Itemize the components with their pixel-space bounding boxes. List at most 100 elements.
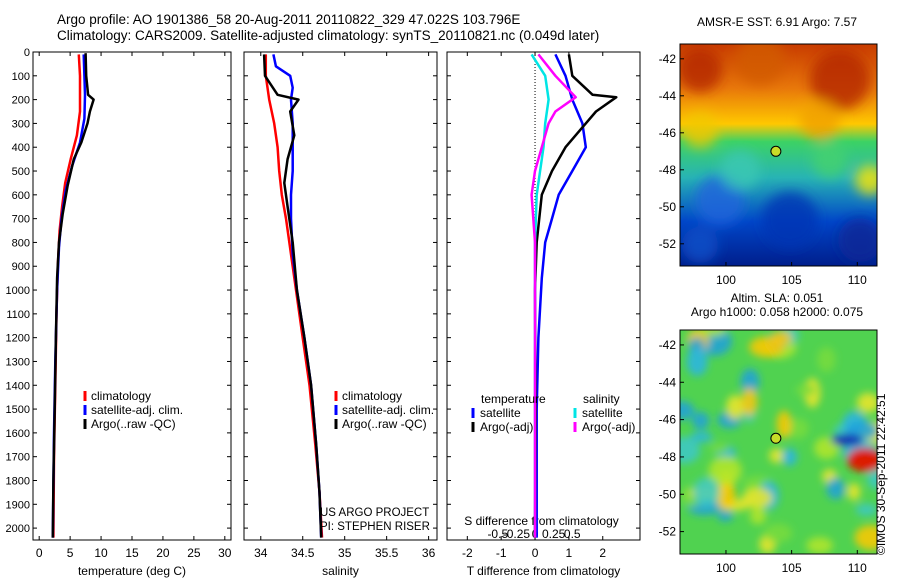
sla-texture-blob [749, 507, 767, 525]
sla-texture-blob [856, 392, 877, 413]
sla-texture-blob [855, 503, 877, 516]
sla_map-xtick-label: 100 [716, 561, 736, 575]
depth-tick-label: 800 [12, 237, 30, 249]
sla-texture-blob [782, 448, 798, 466]
difference-xtick-label: -1 [496, 546, 507, 560]
sla-texture-blob [716, 481, 736, 510]
header-title-line2: Climatology: CARS2009. Satellite-adjuste… [57, 28, 600, 43]
temperature-xlabel: temperature (deg C) [78, 564, 186, 578]
sst-texture-blob [762, 192, 818, 248]
salinity-xlabel: salinity [322, 564, 359, 578]
sla_map-ytick-label: -52 [659, 525, 677, 539]
salinity-xtick-label: 36 [422, 546, 436, 560]
sst-texture-blob [682, 227, 718, 263]
depth-tick-label: 1100 [6, 309, 30, 321]
sst_map-ytick-label: -48 [659, 163, 677, 177]
sst_map-ytick-label: -50 [659, 200, 677, 214]
difference-legend-label: Argo(-adj) [582, 420, 635, 434]
sla_map-xtick-label: 110 [848, 561, 867, 575]
difference-legend-label: satellite [582, 406, 623, 420]
sla-texture-blob [691, 411, 710, 430]
difference-xtick-label: 0 [532, 546, 539, 560]
salinity-diff-tick-label: -0.5 [487, 527, 508, 541]
sla-texture-blob [854, 525, 877, 551]
sst_map-xtick-label: 110 [848, 273, 867, 287]
temperature-legend-label: satellite-adj. clim. [91, 403, 183, 417]
sla-texture-blob [709, 442, 730, 454]
depth-tick-label: 1900 [6, 499, 30, 511]
depth-tick-label: 500 [12, 166, 30, 178]
sla-texture-blob [795, 384, 817, 396]
sst_map-ytick-label: -52 [659, 237, 677, 251]
salinity-xtick-label: 34 [254, 546, 268, 560]
temperature-xtick-label: 0 [36, 546, 43, 560]
sst_map-ytick-label: -44 [659, 89, 677, 103]
sst-texture-blob [735, 44, 785, 85]
salinity-legend-label: satellite-adj. clim. [342, 403, 434, 417]
sst-texture-blob [682, 112, 718, 148]
sst_map-ytick-label: -46 [659, 126, 677, 140]
sla-texture-blob [817, 346, 836, 373]
sla-texture-blob [787, 418, 809, 439]
salinity-plot-frame [243, 51, 438, 541]
sla_map-ytick-label: -44 [659, 375, 677, 389]
sla-texture-blob [741, 488, 773, 509]
sla-texture-blob [806, 537, 833, 554]
sst-texture [680, 44, 877, 263]
depth-tick-label: 1300 [6, 356, 30, 368]
sla-texture-blob [826, 477, 845, 500]
sla-texture-blob [698, 330, 726, 337]
difference-xtick-label: 2 [599, 546, 606, 560]
sla-texture-blob [769, 448, 784, 464]
sst-texture-blob [720, 150, 760, 190]
sst-texture-blob [838, 218, 877, 262]
sst-texture-blob [812, 142, 848, 178]
sla-texture [680, 330, 877, 554]
legend-title-temperature: temperature [481, 392, 546, 406]
sla-texture-blob [680, 401, 695, 421]
depth-tick-label: 200 [12, 95, 30, 107]
depth-tick-label: 400 [12, 142, 30, 154]
sla-texture-blob [680, 436, 701, 464]
sla-texture-blob [770, 331, 793, 345]
depth-tick-label: 1500 [6, 404, 30, 416]
sla-texture-blob [717, 510, 734, 522]
sla-texture-blob [764, 523, 793, 543]
temperature-xtick-label: 25 [187, 546, 201, 560]
sla-texture-blob [690, 431, 713, 443]
sla-map-title-line1: Altim. SLA: 0.051 [731, 291, 824, 305]
sla-texture-blob [741, 387, 758, 417]
depth-tick-label: 300 [12, 118, 30, 130]
sla-map-title-line2: Argo h1000: 0.058 h2000: 0.075 [691, 305, 863, 319]
difference-xlabel: T difference from climatology [467, 564, 621, 578]
sst-texture-blob [800, 100, 840, 140]
sst-map-title: AMSR-E SST: 6.91 Argo: 7.57 [697, 15, 857, 29]
salinity-diff-tick-label: -0.25 [503, 527, 531, 541]
sla-texture-blob [867, 465, 877, 490]
sla-texture-blob [693, 477, 720, 507]
sla-texture-blob [831, 434, 863, 446]
temperature-series-argo-raw-qc- [51, 53, 95, 538]
depth-tick-label: 1000 [6, 285, 30, 297]
salinity-diff-tick-label: 0.25 [542, 527, 566, 541]
sla_map-argo-location-marker [770, 432, 782, 444]
sst_map-xtick-label: 105 [782, 273, 802, 287]
salinity-legend-label: Argo(..raw -QC) [342, 417, 427, 431]
depth-tick-label: 600 [12, 190, 30, 202]
sst_map-argo-location-marker [770, 145, 782, 157]
sla_map-ytick-label: -42 [659, 338, 677, 352]
legend-title-salinity: salinity [583, 392, 620, 406]
temperature-plot-frame [32, 51, 232, 541]
header-title-line1: Argo profile: AO 1901386_58 20-Aug-2011 … [57, 12, 521, 27]
temperature-xtick-label: 15 [125, 546, 139, 560]
salinity-diff-label: S difference from climatology [464, 514, 619, 528]
sla-texture-blob [776, 410, 792, 439]
depth-tick-label: 1800 [6, 475, 30, 487]
sla-texture-blob [708, 456, 742, 486]
sla_map-ytick-label: -48 [659, 450, 677, 464]
sla-texture-blob [726, 394, 744, 420]
depth-tick-label: 100 [12, 71, 30, 83]
difference-plot-frame [446, 51, 641, 541]
sst-texture-blob [855, 165, 877, 195]
